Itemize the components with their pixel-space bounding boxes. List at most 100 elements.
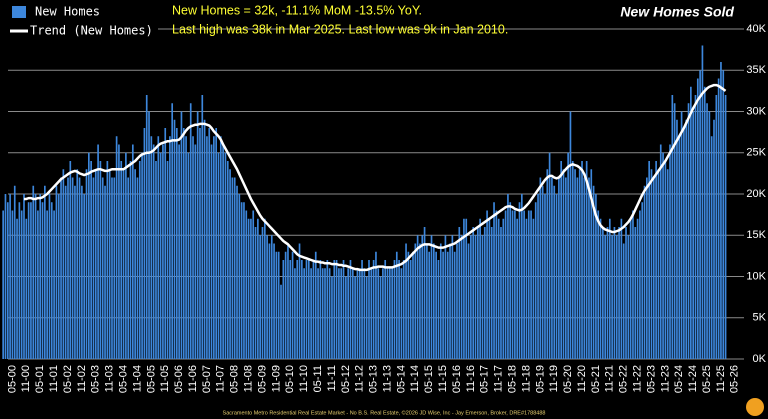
- bar: [507, 194, 509, 359]
- bar: [48, 194, 51, 359]
- bar: [57, 194, 60, 359]
- y-tick-label: 0K: [753, 353, 767, 365]
- plot-area: 0K 5K 10K 15K 20K 25K 30K 35K 40K 05-00 11-00 05-01…: [2, 23, 767, 393]
- source-note: Sacramento Metro Residential Real Estate…: [223, 409, 546, 416]
- bar: [435, 251, 437, 359]
- bar: [340, 268, 343, 359]
- bar: [562, 169, 565, 359]
- bar: [282, 260, 285, 359]
- bar: [463, 218, 465, 359]
- bar: [326, 260, 329, 359]
- bar: [354, 276, 356, 359]
- bar: [280, 284, 282, 359]
- bar: [85, 169, 88, 359]
- bar: [115, 136, 118, 359]
- bar: [13, 185, 16, 359]
- bar: [710, 136, 713, 359]
- x-tick-label: 05-20: [562, 365, 574, 393]
- bar: [345, 276, 347, 359]
- bar: [534, 202, 537, 359]
- x-tick-label: 05-22: [618, 365, 630, 393]
- bar: [576, 177, 579, 359]
- bar: [465, 218, 468, 359]
- bar: [314, 251, 317, 359]
- bar: [259, 235, 262, 359]
- bar: [199, 128, 201, 359]
- bar: [291, 251, 294, 359]
- bar: [6, 202, 9, 359]
- bar: [67, 177, 69, 359]
- bar: [437, 260, 440, 359]
- bar: [532, 218, 535, 359]
- x-tick-label: 05-03: [90, 365, 102, 393]
- bar: [467, 243, 470, 359]
- bar: [458, 227, 461, 359]
- bar: [409, 260, 412, 359]
- bar: [680, 111, 683, 359]
- bar: [643, 185, 646, 359]
- bar: [444, 235, 447, 359]
- bar: [620, 218, 623, 359]
- bar: [236, 185, 238, 359]
- bar: [442, 251, 444, 359]
- x-tick-label: 05-19: [534, 365, 546, 393]
- bar: [370, 268, 373, 359]
- bar: [571, 161, 574, 359]
- bar: [634, 227, 637, 359]
- annotation: Last high was 38k in Mar 2025. Last low …: [172, 22, 508, 36]
- bar: [567, 152, 569, 359]
- bar: [500, 227, 502, 359]
- bar: [379, 276, 382, 359]
- bar: [310, 268, 312, 359]
- bar: [428, 251, 431, 359]
- x-tick-label: 05-18: [506, 365, 518, 393]
- x-tick-label: 11-10: [298, 365, 310, 392]
- bar: [175, 128, 178, 359]
- bar: [263, 218, 266, 359]
- bar: [432, 243, 435, 359]
- bar: [159, 152, 162, 359]
- bar: [62, 169, 65, 359]
- bar: [692, 111, 694, 359]
- bar: [298, 243, 301, 359]
- bar: [185, 136, 187, 359]
- bar: [613, 227, 616, 359]
- bar: [226, 161, 229, 359]
- bar: [289, 260, 292, 359]
- x-tick-label: 11-12: [354, 365, 366, 392]
- bar: [41, 202, 44, 359]
- bar: [129, 161, 132, 359]
- x-tick-label: 05-09: [256, 365, 268, 393]
- legend-box: [0, 0, 158, 41]
- x-tick-label: 05-25: [701, 365, 713, 393]
- bar: [206, 136, 208, 359]
- bar: [127, 177, 130, 359]
- bar: [495, 210, 498, 359]
- bar: [30, 202, 32, 359]
- bar: [60, 177, 62, 359]
- bar: [319, 260, 322, 359]
- bar: [720, 62, 722, 359]
- bar: [118, 144, 120, 359]
- bar: [136, 177, 139, 359]
- bar: [717, 78, 720, 359]
- bar: [439, 243, 442, 359]
- bar: [701, 45, 704, 359]
- x-tick-label: 05-14: [395, 365, 407, 393]
- x-tick-label: 05-21: [590, 365, 602, 393]
- bar: [342, 260, 345, 359]
- bar: [412, 251, 414, 359]
- bar: [363, 268, 366, 359]
- bar: [486, 210, 488, 359]
- bar: [648, 161, 651, 359]
- bar: [481, 235, 484, 359]
- bar: [69, 161, 72, 359]
- bar: [287, 243, 289, 359]
- bar: [39, 194, 42, 359]
- bar: [104, 185, 106, 359]
- bar: [514, 210, 516, 359]
- bar: [426, 243, 428, 359]
- x-tick-label: 11-05: [159, 365, 171, 392]
- bar: [338, 268, 340, 359]
